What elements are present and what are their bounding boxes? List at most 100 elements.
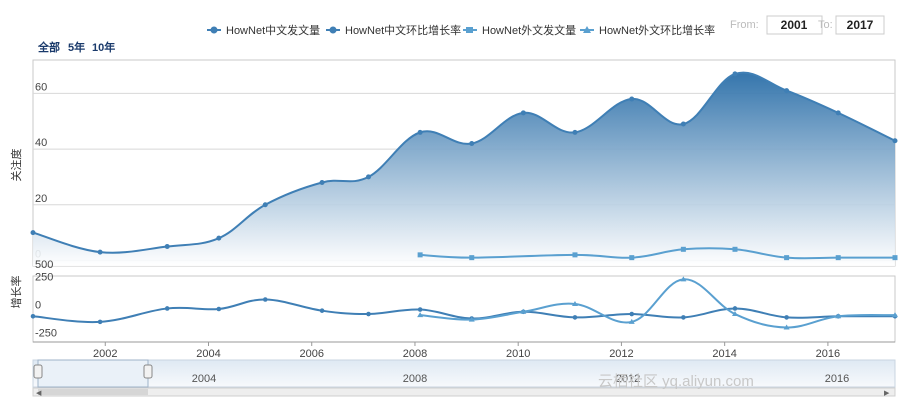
- data-point-foreign-growth: [680, 276, 687, 282]
- range-selector: 全部 5年 10年: [37, 40, 115, 54]
- data-point-cn-volume: [520, 110, 526, 116]
- y-tick-label: 250: [35, 272, 53, 284]
- x-tick-label: 2012: [609, 348, 633, 360]
- data-point-cn-growth: [629, 311, 635, 317]
- date-range-inputs: From: 2001 To: 2017: [730, 15, 885, 35]
- legend-label: HowNet外文环比增长率: [599, 23, 715, 37]
- legend-item-cn-volume[interactable]: HowNet中文发文量: [207, 23, 320, 37]
- data-point-cn-growth: [319, 308, 325, 313]
- top-plot-area: 0204060: [30, 59, 898, 267]
- data-point-cn-volume: [216, 235, 222, 241]
- x-tick-label: 2004: [196, 348, 220, 360]
- y-tick-label: 40: [35, 137, 47, 149]
- data-point-cn-volume: [835, 110, 841, 116]
- y-tick-label: 60: [35, 81, 47, 93]
- data-point-cn-growth: [164, 306, 170, 311]
- bottom-y-axis-title: 增长率: [9, 276, 23, 309]
- range-button-all[interactable]: 全部: [37, 40, 60, 54]
- data-point-cn-volume: [164, 244, 170, 250]
- data-point-foreign-volume: [417, 252, 423, 258]
- data-point-cn-volume: [784, 88, 790, 94]
- legend-item-foreign-volume[interactable]: HowNet外文发文量: [463, 23, 576, 37]
- x-tick-label: 2006: [299, 348, 323, 360]
- x-tick-label: 2002: [93, 348, 117, 360]
- navigator-selection[interactable]: [37, 359, 149, 388]
- to-label: To:: [818, 19, 833, 31]
- navigator-label: 2016: [825, 373, 849, 385]
- data-point-cn-volume: [469, 141, 475, 147]
- data-point-foreign-growth: [783, 324, 790, 330]
- x-tick-label: 2016: [816, 348, 840, 360]
- x-tick-label: 2014: [712, 348, 736, 360]
- to-value: 2017: [847, 18, 874, 32]
- data-point-cn-growth: [216, 306, 222, 312]
- legend-label: HowNet中文发文量: [226, 23, 320, 37]
- data-point-cn-volume: [366, 174, 372, 180]
- y-tick-label: 0: [35, 300, 41, 312]
- data-point-foreign-growth: [835, 313, 842, 319]
- data-point-cn-volume: [680, 121, 686, 127]
- data-point-cn-growth: [97, 319, 103, 325]
- data-point-foreign-growth: [892, 312, 898, 318]
- data-point-cn-growth: [572, 315, 578, 320]
- data-point-cn-volume: [97, 249, 103, 255]
- scroll-right-arrow-icon[interactable]: ▶: [884, 390, 890, 397]
- data-point-cn-volume: [572, 129, 578, 135]
- legend[interactable]: HowNet中文发文量 HowNet中文环比增长率 HowNet外文发文量 Ho…: [207, 23, 715, 37]
- navigator[interactable]: 2004 2008 2012 2016 ◀ ▶: [32, 359, 896, 397]
- navigator-label: 2004: [192, 373, 216, 385]
- data-point-cn-growth: [732, 306, 738, 311]
- to-input[interactable]: [835, 15, 885, 35]
- data-point-cn-growth: [30, 313, 36, 319]
- watermark: 云栖社区 yq.aliyun.com: [598, 373, 754, 390]
- series-line-foreign-volume: [420, 247, 895, 260]
- data-point-foreign-growth: [628, 318, 635, 324]
- navigator-label: 2012: [616, 373, 640, 385]
- navigator-background: [32, 359, 896, 388]
- series-line-foreign-growth: [420, 278, 896, 329]
- legend-label: HowNet中文环比增长率: [345, 23, 461, 37]
- from-input[interactable]: [766, 15, 823, 35]
- navigator-handle-left[interactable]: [33, 364, 43, 379]
- data-point-cn-growth: [366, 311, 371, 317]
- range-button-5y[interactable]: 5年: [68, 40, 85, 54]
- legend-item-foreign-growth[interactable]: HowNet外文环比增长率: [580, 23, 715, 37]
- y-tick-label: 20: [35, 193, 47, 205]
- x-tick-label: 2008: [403, 348, 427, 360]
- x-axis: 2002 2004 2006 2008 2010 2012 2014 2016: [33, 341, 895, 360]
- data-point-foreign-growth: [571, 300, 578, 306]
- data-point-foreign-volume: [572, 252, 578, 258]
- data-point-foreign-growth: [520, 308, 527, 314]
- top-y-axis-title: 关注度: [9, 149, 23, 182]
- data-point-cn-volume: [732, 71, 738, 77]
- legend-label: HowNet外文发文量: [482, 23, 576, 37]
- navigator-scrollbar[interactable]: [32, 387, 896, 397]
- range-button-10y[interactable]: 10年: [92, 40, 115, 54]
- from-label: From:: [730, 19, 759, 31]
- navigator-label: 2008: [403, 373, 427, 385]
- data-point-foreign-volume: [835, 255, 841, 261]
- data-point-foreign-growth: [468, 316, 475, 322]
- navigator-scrollbar-thumb[interactable]: [38, 389, 148, 395]
- data-point-cn-volume: [892, 138, 898, 144]
- legend-item-cn-growth[interactable]: HowNet中文环比增长率: [326, 23, 461, 37]
- data-point-cn-volume: [30, 230, 36, 236]
- data-point-foreign-growth: [731, 311, 738, 317]
- data-point-foreign-volume: [892, 255, 898, 261]
- data-point-foreign-volume: [680, 246, 686, 252]
- scroll-left-arrow-icon[interactable]: ◀: [36, 390, 42, 397]
- navigator-handle-right[interactable]: [143, 364, 153, 379]
- data-point-cn-growth: [784, 315, 789, 320]
- data-point-foreign-volume: [784, 255, 790, 261]
- y-tick-label: 500: [35, 259, 53, 271]
- data-point-foreign-growth: [417, 312, 424, 318]
- data-point-foreign-volume: [732, 246, 738, 252]
- data-point-cn-growth: [681, 315, 686, 320]
- data-point-cn-volume: [417, 129, 423, 135]
- data-point-foreign-volume: [469, 255, 475, 261]
- from-value: 2001: [781, 18, 808, 32]
- area-fill-cn-volume: [33, 72, 895, 267]
- data-point-cn-volume: [629, 96, 635, 102]
